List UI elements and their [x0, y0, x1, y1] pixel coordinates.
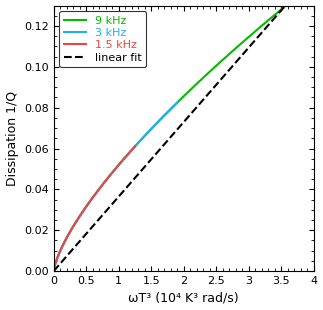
- 3 kHz: [131, 146, 135, 150]
- 9 kHz: [146, 130, 150, 134]
- 9 kHz: [116, 164, 120, 168]
- 9 kHz: [222, 57, 226, 60]
- Y-axis label: Dissipation 1/Q: Dissipation 1/Q: [5, 91, 18, 186]
- 1.5 kHz: [81, 209, 85, 213]
- linear fit: [207, 92, 211, 95]
- linear fit: [193, 108, 196, 112]
- 3 kHz: [154, 122, 158, 126]
- 1.5 kHz: [52, 269, 56, 273]
- linear fit: [175, 127, 179, 131]
- linear fit: [52, 269, 56, 273]
- 9 kHz: [267, 18, 271, 21]
- 9 kHz: [219, 60, 223, 63]
- X-axis label: ωT³ (10⁴ K³ rad/s): ωT³ (10⁴ K³ rad/s): [129, 291, 239, 304]
- 3 kHz: [133, 145, 137, 148]
- Legend: 9 kHz, 3 kHz, 1.5 kHz, linear fit: 9 kHz, 3 kHz, 1.5 kHz, linear fit: [59, 11, 146, 67]
- 9 kHz: [52, 269, 56, 273]
- 3 kHz: [52, 269, 56, 273]
- 1.5 kHz: [104, 178, 108, 182]
- 1.5 kHz: [72, 224, 76, 227]
- linear fit: [265, 25, 269, 29]
- 1.5 kHz: [119, 160, 123, 164]
- Line: linear fit: linear fit: [54, 0, 314, 271]
- Line: 9 kHz: 9 kHz: [54, 0, 314, 271]
- 3 kHz: [82, 208, 86, 211]
- 3 kHz: [97, 188, 100, 192]
- linear fit: [177, 126, 181, 130]
- 1.5 kHz: [105, 177, 109, 181]
- 3 kHz: [175, 101, 179, 104]
- 1.5 kHz: [133, 144, 137, 148]
- 1.5 kHz: [75, 218, 79, 222]
- 3 kHz: [88, 200, 91, 204]
- Line: 3 kHz: 3 kHz: [54, 103, 177, 271]
- 9 kHz: [127, 151, 131, 155]
- Line: 1.5 kHz: 1.5 kHz: [54, 146, 135, 271]
